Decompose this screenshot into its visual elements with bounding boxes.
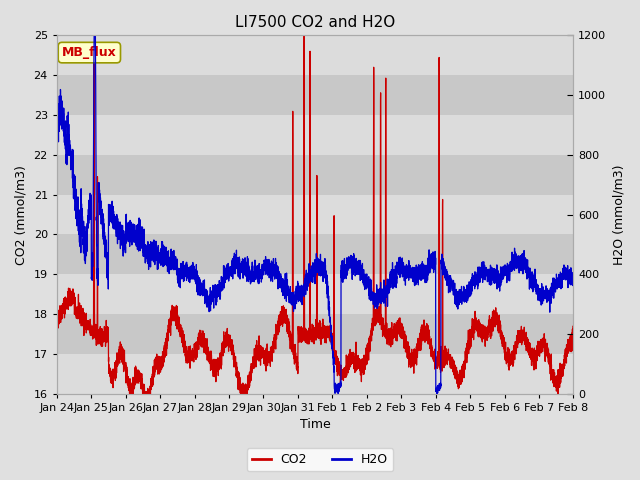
Bar [57,75,573,115]
Bar [57,235,573,275]
Bar [57,115,573,155]
Title: LI7500 CO2 and H2O: LI7500 CO2 and H2O [235,15,396,30]
Legend: CO2, H2O: CO2, H2O [247,448,393,471]
Bar [57,36,573,75]
Bar [57,354,573,394]
Bar [57,155,573,195]
Bar [57,314,573,354]
Bar [57,195,573,235]
Y-axis label: H2O (mmol/m3): H2O (mmol/m3) [612,164,625,265]
X-axis label: Time: Time [300,419,330,432]
Y-axis label: CO2 (mmol/m3): CO2 (mmol/m3) [15,165,28,264]
Bar [57,275,573,314]
Text: MB_flux: MB_flux [62,46,116,59]
